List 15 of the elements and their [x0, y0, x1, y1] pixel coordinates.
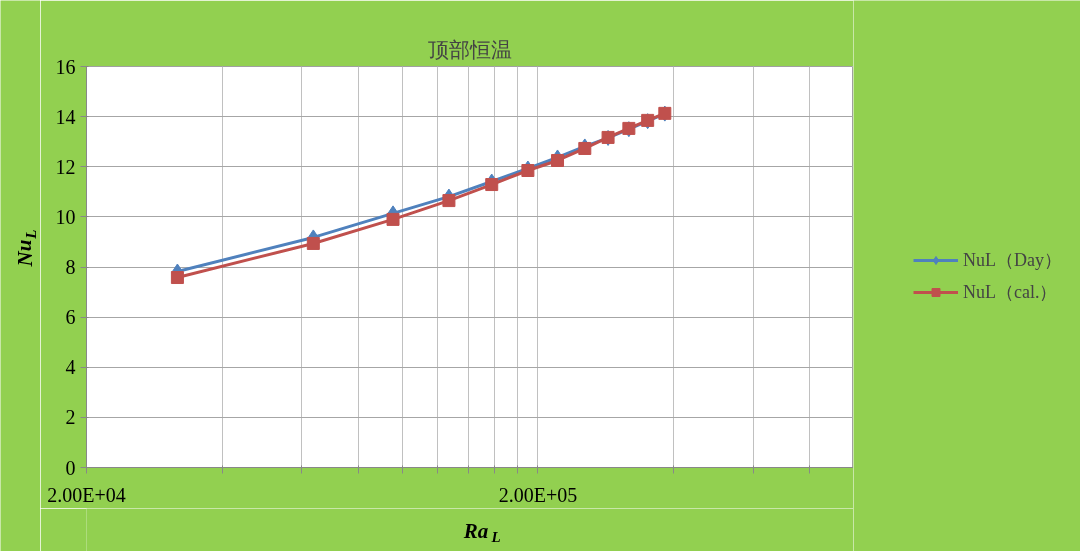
x-tick-label: 2.00E+04 — [47, 483, 126, 506]
y-tick-label: 14 — [55, 105, 76, 128]
y-tick-label: 12 — [55, 155, 76, 178]
y-tick-label: 2 — [65, 406, 76, 429]
x-tick-label: 2.00E+05 — [498, 483, 578, 506]
y-axis-title: NuL — [12, 229, 39, 268]
y-tick-label: 6 — [65, 306, 76, 329]
legend-label: NuL（Day） — [963, 248, 1062, 272]
y-tick-label: 8 — [65, 256, 76, 278]
y-tick-label: 16 — [55, 55, 76, 78]
chart-title: 顶部恒温 — [428, 37, 512, 62]
y-tick-label: 10 — [55, 205, 76, 228]
legend-label: NuL（cal.） — [963, 280, 1058, 304]
y-tick-label: 0 — [65, 456, 76, 479]
y-tick-label: 4 — [65, 356, 76, 379]
